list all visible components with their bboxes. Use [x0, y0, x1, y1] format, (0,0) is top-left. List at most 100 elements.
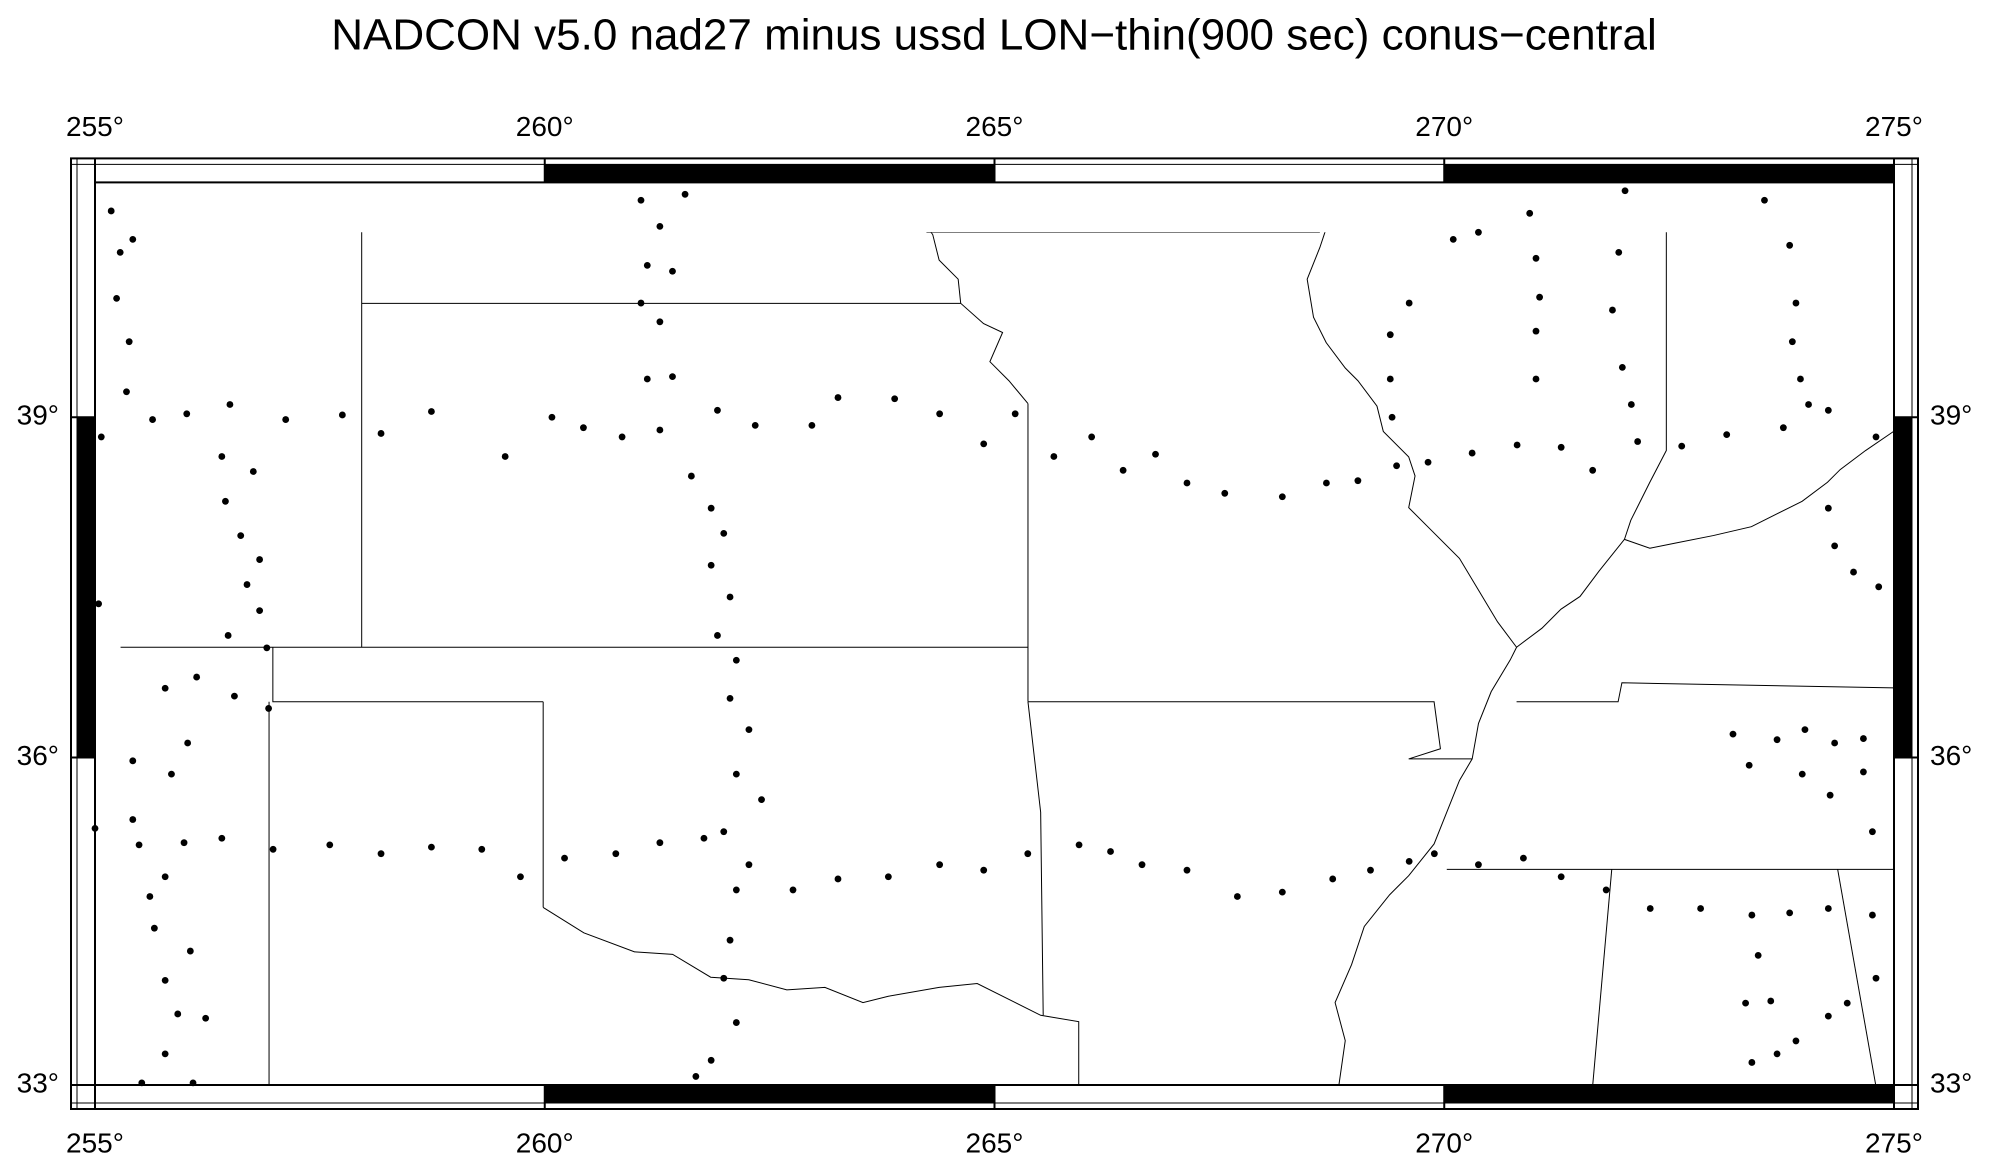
point: [478, 845, 486, 853]
point: [129, 816, 137, 823]
point: [1532, 254, 1540, 262]
point: [669, 267, 676, 275]
point: [1824, 1012, 1832, 1020]
point: [161, 684, 169, 692]
y-tick-label: 36°: [17, 740, 59, 771]
point: [184, 739, 192, 747]
point: [1860, 735, 1867, 742]
point: [226, 401, 234, 408]
point: [1860, 768, 1867, 776]
point: [1278, 493, 1286, 501]
point: [161, 976, 169, 984]
point: [1513, 441, 1521, 449]
point: [1869, 911, 1876, 919]
point: [1536, 293, 1543, 301]
point: [745, 861, 753, 869]
point: [1824, 504, 1832, 512]
point: [269, 845, 277, 853]
point: [612, 850, 620, 858]
point: [1329, 875, 1337, 883]
x-tick-label: 260°: [516, 111, 574, 142]
point: [980, 866, 988, 874]
point: [1697, 905, 1705, 912]
point: [714, 406, 721, 414]
point: [218, 834, 226, 842]
x-tick-label: 270°: [1415, 1127, 1473, 1158]
point: [1367, 866, 1374, 874]
point: [561, 854, 568, 862]
point: [1386, 331, 1394, 339]
point: [1088, 433, 1096, 441]
point: [1872, 974, 1880, 982]
point: [161, 873, 169, 881]
point: [193, 673, 201, 681]
point: [256, 607, 264, 615]
point: [1107, 848, 1114, 855]
point: [1805, 401, 1812, 408]
point: [1520, 854, 1527, 862]
point: [1797, 375, 1804, 383]
point: [580, 424, 587, 432]
point: [1183, 479, 1191, 487]
frame-band: [544, 164, 995, 183]
point: [1773, 1050, 1781, 1058]
point: [202, 1014, 210, 1022]
point: [1627, 401, 1635, 408]
point: [161, 1050, 169, 1058]
point: [168, 770, 175, 778]
point: [237, 532, 245, 540]
point: [1773, 736, 1781, 744]
point: [1424, 458, 1432, 466]
point: [1609, 306, 1616, 314]
point: [129, 757, 137, 765]
point: [1233, 893, 1241, 900]
point: [1761, 196, 1768, 204]
point: [720, 828, 728, 836]
point: [125, 338, 133, 346]
point: [377, 850, 385, 858]
point: [707, 1056, 715, 1064]
point: [1754, 952, 1762, 959]
point: [1850, 568, 1857, 576]
point: [501, 453, 509, 460]
point: [113, 294, 120, 302]
point: [732, 770, 740, 778]
point: [548, 413, 556, 421]
point: [180, 839, 188, 847]
point: [726, 593, 734, 601]
point: [1468, 449, 1476, 457]
point: [1589, 466, 1597, 474]
point: [138, 1079, 146, 1087]
point: [107, 207, 115, 215]
point: [1729, 730, 1737, 738]
point: [643, 261, 651, 269]
point: [980, 440, 988, 448]
point: [91, 824, 99, 832]
point: [732, 886, 740, 894]
x-tick-label: 270°: [1415, 111, 1473, 142]
point: [326, 841, 334, 849]
point: [720, 529, 728, 537]
point: [1532, 327, 1540, 335]
point: [1786, 241, 1794, 249]
point: [123, 388, 130, 396]
point: [884, 873, 892, 881]
point: [1745, 761, 1753, 769]
point: [681, 190, 689, 198]
point: [1872, 433, 1880, 441]
point: [1430, 850, 1438, 858]
point: [1278, 888, 1286, 896]
point: [377, 430, 385, 437]
point: [1011, 410, 1019, 418]
point: [687, 472, 695, 480]
point: [224, 632, 232, 639]
point: [174, 1010, 182, 1018]
x-tick-label: 255°: [66, 1127, 124, 1158]
point: [1742, 999, 1749, 1007]
x-tick-label: 265°: [966, 1127, 1024, 1158]
point: [732, 656, 740, 664]
point: [282, 416, 290, 423]
point: [189, 1079, 197, 1087]
frame-band: [77, 417, 95, 758]
